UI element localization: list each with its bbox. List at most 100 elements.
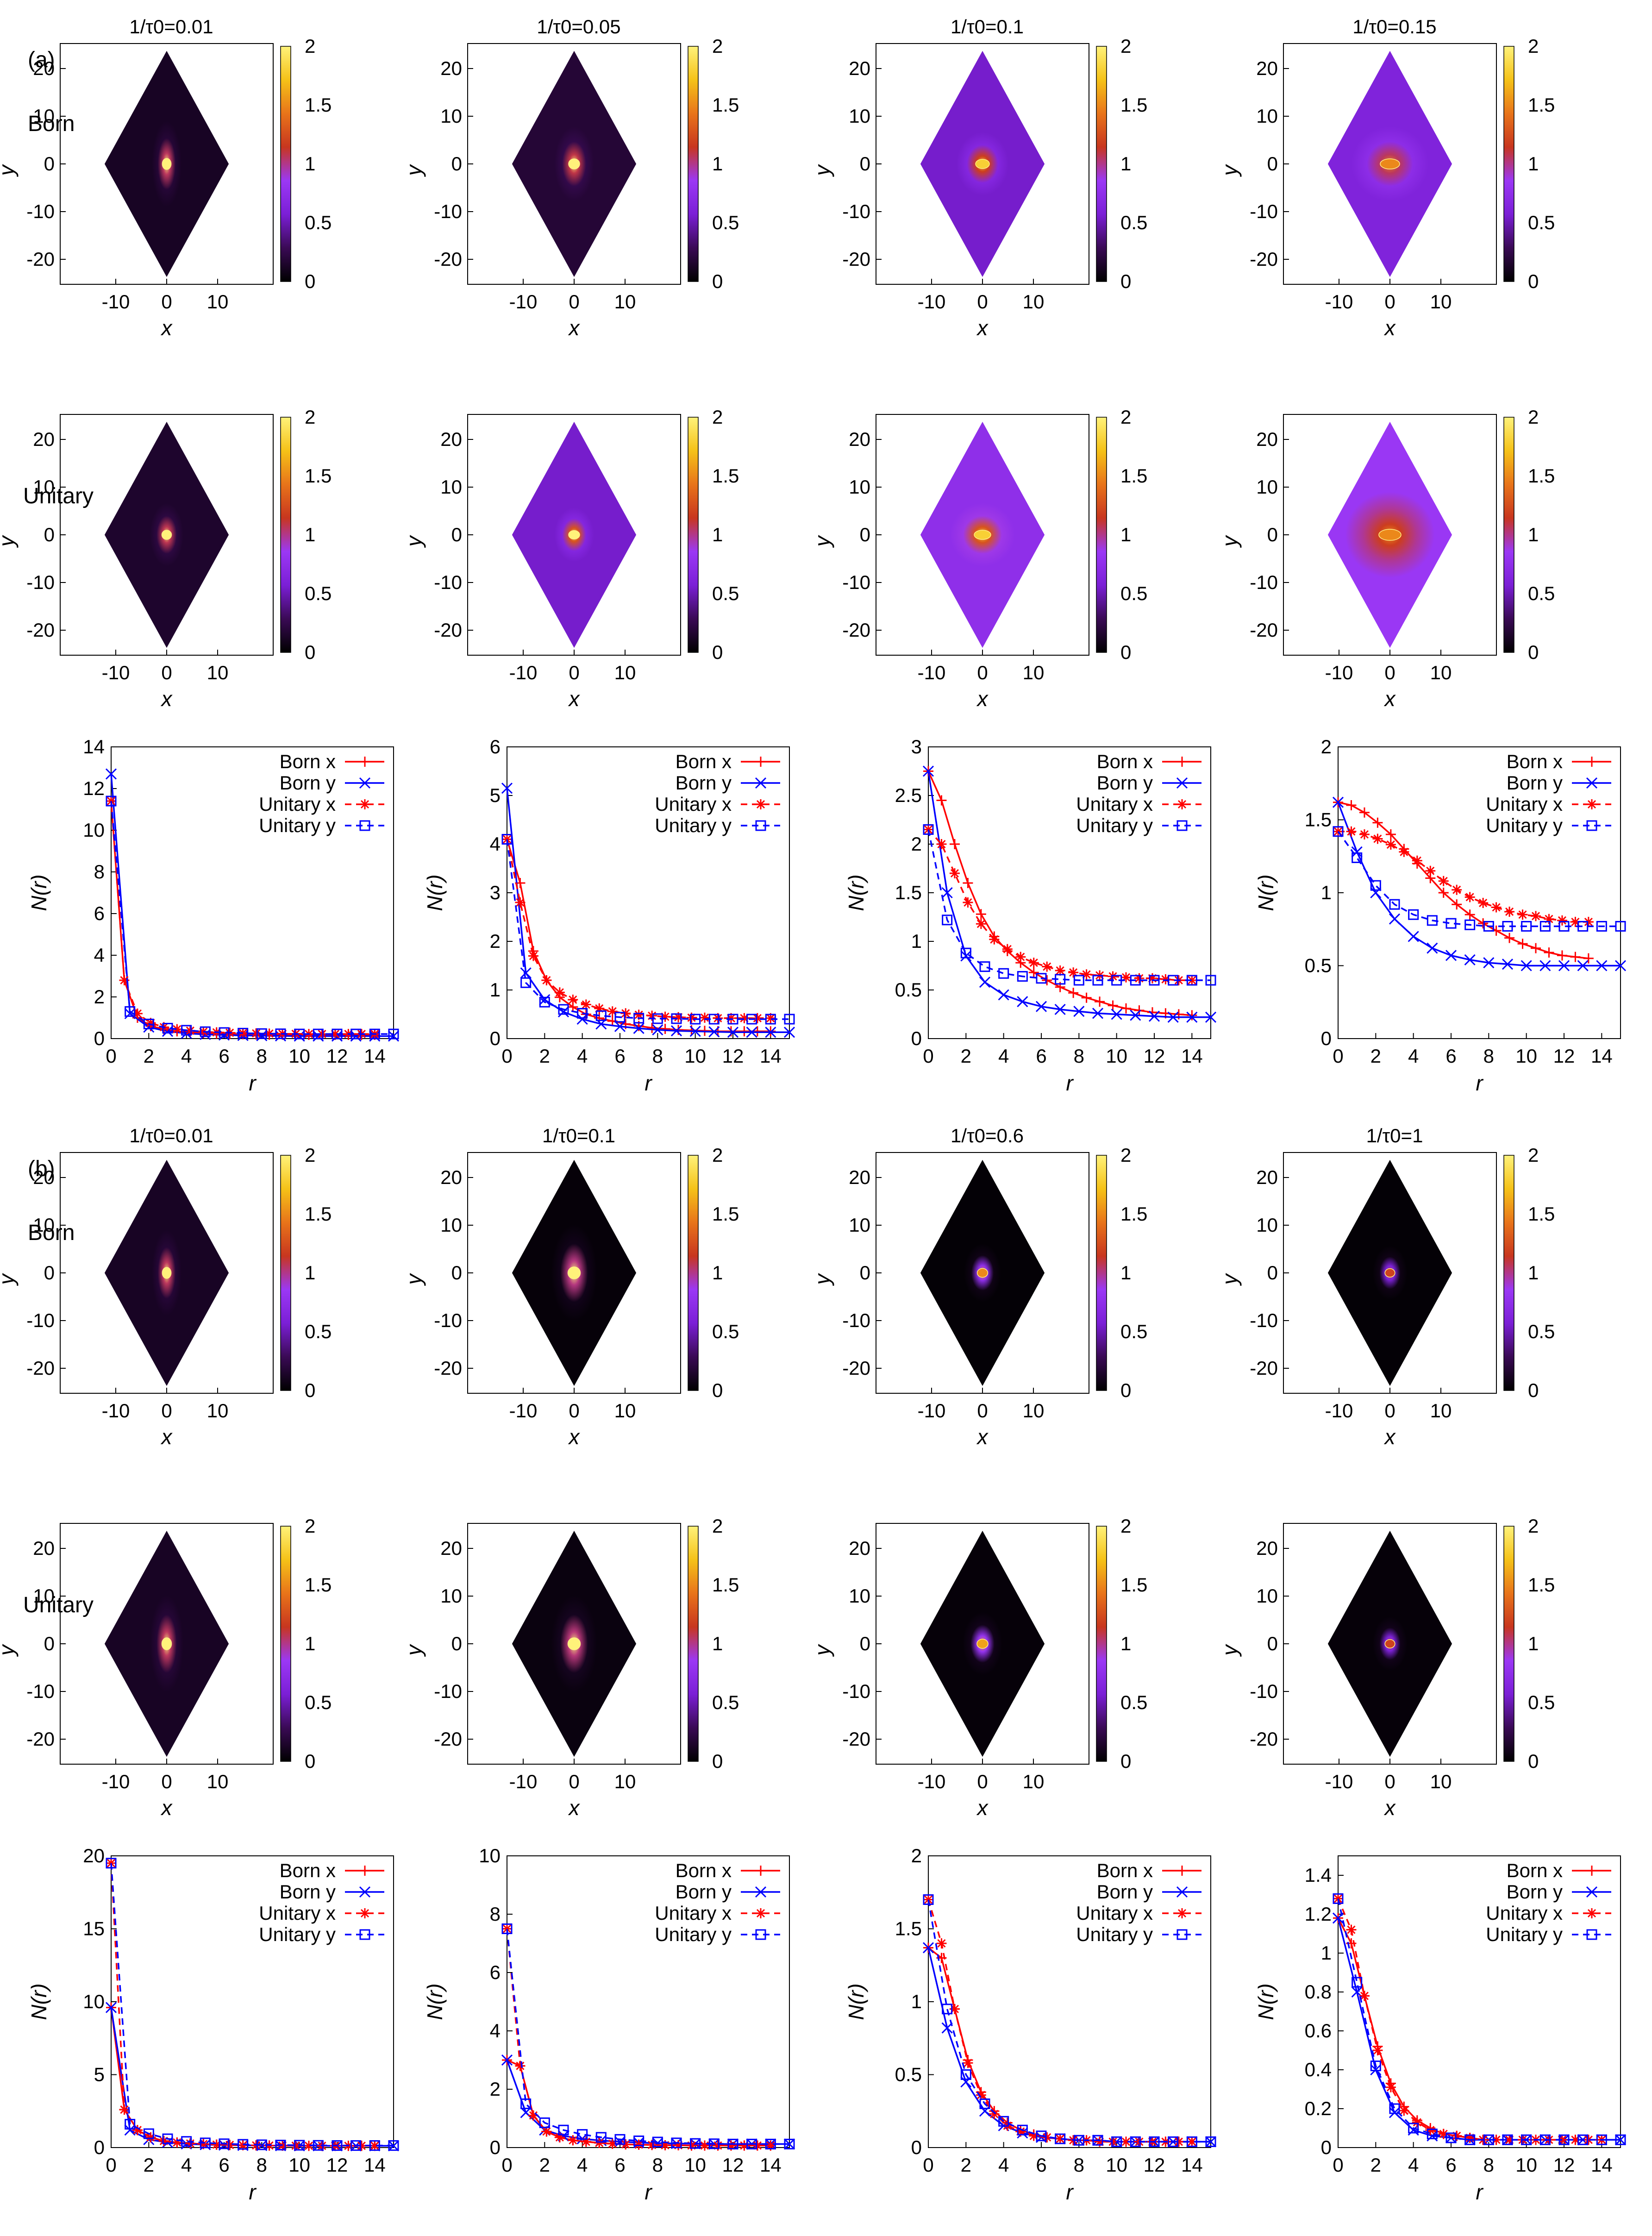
data-point: [539, 2117, 550, 2128]
legend-label: Born y: [280, 772, 336, 794]
x-tick-label: -10: [102, 1771, 130, 1792]
x-tick-label: 10: [1430, 291, 1452, 313]
data-point: [1577, 921, 1589, 932]
colorbar-tick-label: 0.5: [305, 1691, 332, 1713]
data-point: [1015, 2126, 1026, 2137]
data-point: [359, 777, 371, 789]
x-tick-label: 8: [257, 2154, 267, 2176]
data-point: [158, 2136, 169, 2146]
y-tick-label: 2: [490, 930, 501, 952]
y-tick-label: 1.4: [1305, 1864, 1332, 1886]
data-point: [1427, 942, 1438, 954]
data-point: [185, 2138, 195, 2149]
data-point: [577, 2129, 588, 2140]
y-tick-label: -10: [26, 1680, 55, 1702]
colorbar-tick-label: 0: [1528, 270, 1539, 292]
x-tick-label: 10: [684, 1045, 706, 1067]
data-point: [238, 2139, 249, 2150]
y-tick-label: 0.8: [1305, 1981, 1332, 2003]
x-axis-label: r: [1066, 1071, 1074, 1095]
y-tick-label: -10: [1250, 1680, 1278, 1702]
x-tick-label: 2: [961, 2154, 971, 2176]
data-point: [1504, 906, 1515, 917]
data-point: [238, 2140, 248, 2150]
y-tick-label: 0: [1321, 2136, 1332, 2158]
data-point: [1502, 2134, 1513, 2145]
y-tick-label: 6: [490, 736, 501, 758]
data-point: [765, 1027, 776, 1038]
y-tick-label: 20: [849, 1166, 870, 1188]
data-point: [1073, 1006, 1085, 1017]
x-tick-label: 0: [923, 1045, 933, 1067]
data-point: [1352, 1977, 1363, 1988]
data-point: [1370, 880, 1381, 891]
y-tick-label: 10: [33, 1585, 55, 1607]
series-line: [927, 1899, 1211, 2143]
y-tick-label: 2: [911, 833, 922, 855]
data-point: [765, 2140, 776, 2151]
x-axis-label: x: [976, 1796, 989, 1820]
series-line: [110, 2007, 375, 2147]
data-point: [746, 2138, 757, 2149]
data-point: [1438, 2129, 1449, 2139]
series-line: [927, 1947, 1192, 2143]
line-chart: 0 2 4 6 8 10 12 14 0 0.5 1 1.5 2 2.5 3 r N(r) Born xBorn …: [844, 736, 1217, 1095]
series-born-x: [1333, 1913, 1607, 2145]
data-point: [577, 1008, 588, 1019]
data-point: [225, 2140, 235, 2150]
y-tick-label: -20: [842, 619, 870, 641]
colorbar-tick-label: 2: [1528, 35, 1539, 57]
colorbar: [688, 1526, 699, 1762]
data-point: [515, 2061, 526, 2071]
data-point: [963, 878, 973, 888]
y-tick-label: 0: [44, 153, 55, 175]
y-tick-label: 1: [1321, 882, 1332, 903]
x-tick-label: 14: [364, 2154, 386, 2176]
data-point: [1558, 960, 1570, 971]
data-point: [369, 1028, 380, 1040]
map-core: [976, 1268, 989, 1278]
data-point: [1359, 807, 1370, 818]
x-tick-label: 2: [1370, 2154, 1381, 2176]
colorbar-tick-label: 0.5: [305, 212, 332, 233]
y-tick-label: -10: [1250, 200, 1278, 222]
data-point: [633, 1013, 645, 1024]
data-point: [633, 2136, 645, 2147]
plot-frame: [1338, 1855, 1621, 2148]
data-point: [1054, 1003, 1066, 1015]
y-tick-label: 0: [451, 1633, 462, 1654]
colorbar-tick-label: 2: [1528, 1144, 1539, 1166]
series-born-y: [501, 2054, 795, 2150]
y-tick-label: 10: [849, 1214, 870, 1236]
y-tick-label: 4: [490, 2020, 501, 2042]
data-point: [581, 2136, 591, 2147]
colorbar: [1503, 46, 1514, 282]
y-tick-label: 20: [83, 1845, 105, 1866]
y-axis-label: N(r): [844, 1983, 868, 2020]
data-point: [1596, 921, 1607, 932]
x-tick-label: 10: [207, 1400, 229, 1422]
x-tick-label: -10: [918, 291, 946, 313]
colorbar-tick-label: 2: [1120, 1144, 1131, 1166]
y-tick-label: -20: [26, 248, 55, 270]
x-tick-label: 12: [326, 2154, 348, 2176]
series-unitary-y: [501, 1923, 795, 2149]
y-tick-label: 0: [1321, 1027, 1332, 1049]
x-tick-label: 0: [1384, 1771, 1395, 1792]
data-point: [652, 1013, 663, 1024]
data-point: [690, 1014, 701, 1025]
x-tick-label: 6: [219, 1045, 229, 1067]
x-tick-label: 0: [501, 1045, 512, 1067]
y-tick-label: 1: [1321, 1942, 1332, 1964]
series-line: [1338, 801, 1589, 959]
legend-label: Unitary x: [259, 1902, 336, 1924]
y-tick-label: 1: [911, 1991, 922, 2012]
data-point: [1557, 915, 1567, 926]
y-axis-label: y: [0, 164, 19, 177]
data-point: [1570, 917, 1581, 927]
data-point: [1445, 950, 1457, 961]
x-tick-label: 0: [923, 2154, 933, 2176]
colorbar-tick-label: 1: [1528, 1262, 1539, 1284]
x-tick-label: -10: [918, 1771, 946, 1792]
